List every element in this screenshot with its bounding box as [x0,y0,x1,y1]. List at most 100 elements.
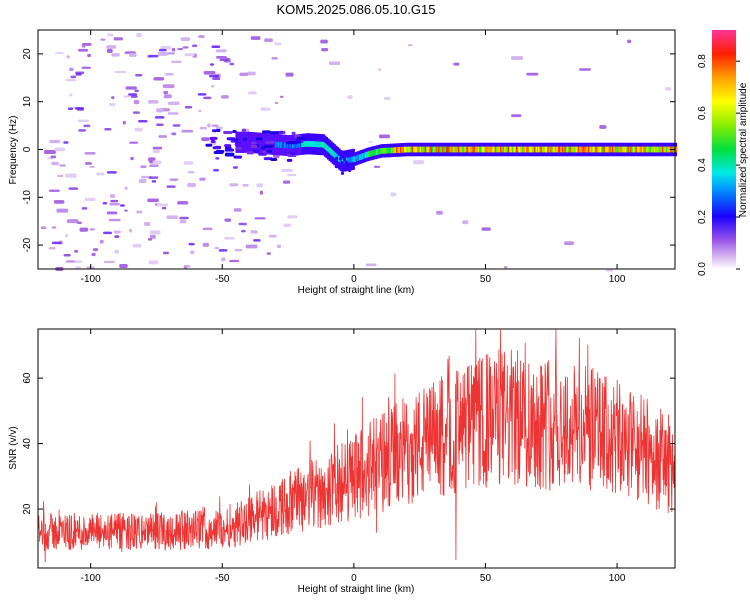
spectrogram-ridge-core [388,147,391,154]
spectrogram-ridge-blob [246,151,255,155]
spectrogram-ridge-core [413,146,416,153]
spectrogram-ridge-core [356,155,359,161]
spectrogram-noise-blob [51,226,57,229]
spectrogram-ridge-core [418,146,421,153]
spectrogram-noise-blob [134,127,143,132]
spectrogram-ridge-core [373,149,376,156]
spectrogram-noise-blob [138,120,148,123]
spectrogram-ridge-core [478,146,482,153]
spectrogram-noise-blob [481,227,491,231]
spectrogram-ridge-halo [240,131,243,153]
x-tick-label: 100 [609,274,626,285]
spectrogram-ridge-blob [212,129,217,133]
spectrogram-ridge-core [497,146,500,153]
spectrogram-noise-blob [241,229,246,233]
spectrogram-noise-blob [187,171,195,174]
spectrogram-ridge-core [293,142,296,148]
spectrogram-noise-blob [136,210,143,214]
spectrogram-noise-blob [111,53,120,57]
spectrogram-ridge-core [667,146,670,153]
spectrogram-ridge-core [536,146,540,153]
spectrogram-noise-blob [347,95,353,100]
spectrogram-noise-blob [75,73,82,76]
spectrogram-noise-blob [453,62,460,66]
spectrogram-ridge-core [580,146,583,153]
spectrogram-ridge-halo [243,131,246,153]
spectrogram-noise-blob [287,173,297,177]
spectrogram-ridge-core [305,141,308,147]
spectrogram-noise-blob [212,77,221,80]
spectrogram-noise-blob [148,99,159,104]
spectrogram-noise-blob [100,38,106,41]
spectrogram-ridge-core [569,146,572,153]
spectrogram-noise-blob [182,46,189,49]
spectrogram-ridge-core [328,147,332,154]
spectrogram-ridge-blob [270,158,278,162]
spectrogram-noise-blob [84,152,96,155]
spectrogram-ridge-core [665,146,668,153]
spectrogram-ridge-core [451,146,454,153]
spectrogram-noise-blob [162,251,169,255]
spectrogram-noise-blob [238,222,247,226]
spectrogram-ridge-blob [224,153,235,157]
spectrogram-noise-blob [107,33,114,37]
y-tick-label: -10 [22,190,33,205]
spectrogram-noise-blob [599,125,607,129]
spectrogram-noise-blob [172,124,181,127]
spectrogram-noise-blob [110,199,119,203]
spectrogram-noise-blob [40,226,47,230]
spectrogram-ridge-core [482,146,486,153]
spectrogram-ridge-core [484,146,487,153]
spectrogram-ridge-core [374,149,378,156]
spectrogram-noise-blob [65,173,77,178]
colorbar-tick-label: 0.2 [697,210,708,224]
colorbar-tick-label: 0.8 [697,54,708,68]
spectrogram-ridge-blob [348,168,352,172]
spectrogram-noise-blob [106,48,113,53]
spectrogram-ridge-core [488,146,491,153]
spectrogram-cells [40,33,678,272]
spectrogram-ridge-core [496,146,499,153]
spectrogram-ridge-core [381,147,384,154]
spectrogram-noise-blob [103,231,112,235]
spectrogram-ridge-blob [266,149,273,153]
spectrogram-ridge-core [274,141,278,148]
spectrogram-noise-blob [579,68,591,71]
spectrogram-ridge-core [367,151,370,158]
spectrogram-ridge-core [480,146,483,153]
spectrogram-ridge-blob [265,140,275,144]
spectrogram-ridge-core [444,146,447,153]
spectrogram-ridge-blob [224,148,235,152]
spectrogram-ridge-core [370,150,374,157]
spectrogram-noise-blob [48,246,56,250]
spectrogram-ridge-halo [246,131,250,153]
spectrogram-ridge-blob [343,168,347,172]
spectrogram-ridge-core [334,152,337,159]
spectrogram-noise-blob [129,53,137,57]
spectrogram-ridge-core [577,146,580,153]
spectrogram-ridge-core [452,146,455,153]
snr-x-label: Height of straight line (km) [298,584,415,595]
spectrogram-ridge-core [655,146,658,153]
spectrogram-ridge-core [472,146,475,153]
spectrogram-ridge-core [361,153,364,160]
spectrogram-ridge-core [401,146,404,153]
spectrogram-noise-blob [92,248,99,252]
spectrogram-ridge-core [436,146,439,153]
spectrogram-ridge-blob [210,140,216,144]
spectrogram-ridge-core [527,146,530,153]
spectrogram-noise-blob [129,141,139,144]
spectrogram-ridge-core [422,146,425,153]
spectrogram-noise-blob [171,48,176,52]
spectrogram-ridge-core [303,141,307,147]
spectrogram-ridge-halo [248,131,251,153]
snr-series-line [37,329,676,563]
spectrogram-ridge-core [440,146,443,153]
spectrogram-ridge-blob [250,145,258,149]
spectrogram-ridge-core [459,146,462,153]
spectrogram-ridge-core [390,147,393,154]
spectrogram-noise-blob [177,47,184,51]
spectrogram-ridge-core [539,146,542,153]
spectrogram-ridge-core [323,143,326,149]
